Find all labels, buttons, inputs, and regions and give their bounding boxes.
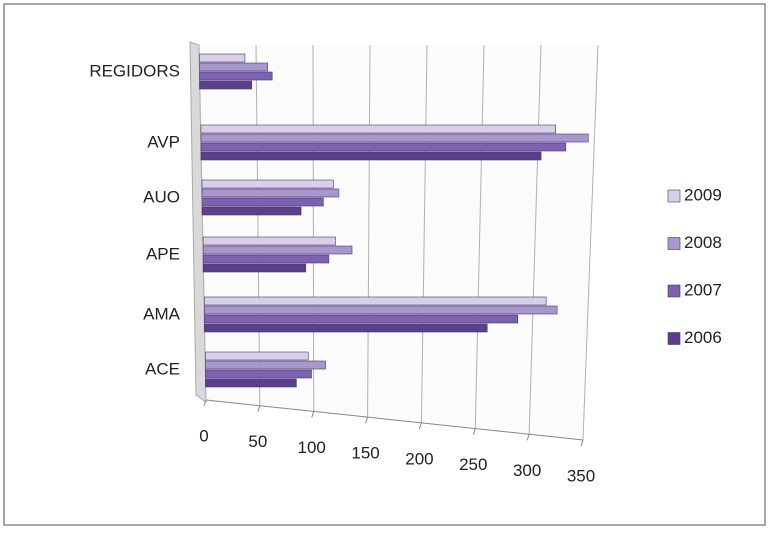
x-tick-label: 50 bbox=[248, 432, 267, 451]
legend-label: 2006 bbox=[684, 328, 722, 347]
tick-mark bbox=[580, 439, 584, 447]
bar bbox=[200, 142, 567, 152]
bar bbox=[205, 351, 309, 361]
bar bbox=[201, 206, 302, 216]
grid-line bbox=[198, 44, 207, 401]
bar bbox=[204, 323, 488, 333]
y-tick-label: REGIDORS bbox=[89, 61, 180, 80]
legend-swatch bbox=[667, 189, 681, 203]
grid-line bbox=[474, 44, 485, 429]
bar bbox=[201, 197, 324, 207]
bar bbox=[202, 263, 307, 273]
bar bbox=[199, 80, 253, 90]
x-tick-label: 0 bbox=[199, 426, 208, 445]
y-tick-label: APE bbox=[146, 244, 180, 263]
bar bbox=[201, 179, 334, 189]
bar bbox=[202, 245, 353, 255]
bar bbox=[199, 62, 268, 72]
legend-swatch bbox=[667, 284, 681, 298]
y-tick-label: ACE bbox=[145, 359, 180, 378]
legend-label: 2007 bbox=[684, 280, 722, 299]
x-tick-label: 150 bbox=[351, 444, 379, 463]
y-tick-label: AVP bbox=[147, 132, 180, 151]
x-tick-label: 100 bbox=[298, 438, 326, 457]
legend-label: 2008 bbox=[684, 233, 722, 252]
tick-mark bbox=[365, 416, 369, 424]
x-tick-label: 250 bbox=[459, 455, 487, 474]
tick-mark bbox=[526, 434, 530, 441]
bar bbox=[199, 53, 246, 63]
grid-line bbox=[420, 44, 428, 423]
bar bbox=[199, 71, 273, 81]
bar bbox=[205, 360, 326, 370]
tick-mark bbox=[257, 405, 261, 412]
tick-mark bbox=[203, 399, 207, 407]
grid-line bbox=[582, 44, 599, 441]
grid-line bbox=[528, 44, 542, 435]
legend-swatch bbox=[667, 237, 681, 250]
floor-edge bbox=[205, 399, 584, 441]
bar bbox=[202, 236, 336, 246]
bar bbox=[204, 296, 547, 306]
y-tick-label: AMA bbox=[143, 304, 181, 323]
tick-mark bbox=[418, 422, 422, 430]
legend-label: 2009 bbox=[684, 185, 722, 204]
bar bbox=[205, 369, 312, 379]
tick-mark bbox=[472, 428, 476, 435]
bar bbox=[200, 133, 589, 143]
legend-swatch bbox=[667, 332, 681, 345]
x-tick-label: 300 bbox=[513, 461, 541, 480]
bar bbox=[205, 378, 297, 388]
x-tick-label: 200 bbox=[405, 449, 433, 468]
grid-line bbox=[312, 44, 315, 412]
side-wall bbox=[189, 41, 207, 403]
bar bbox=[200, 151, 542, 161]
grid-line bbox=[367, 44, 371, 418]
grid-line bbox=[255, 44, 261, 406]
bar bbox=[204, 305, 558, 315]
y-tick-label: AUO bbox=[143, 187, 180, 206]
tick-mark bbox=[311, 411, 315, 418]
bar bbox=[201, 188, 340, 198]
bar bbox=[204, 314, 519, 324]
x-tick-label: 350 bbox=[567, 466, 595, 485]
bar bbox=[200, 124, 556, 134]
bar bbox=[202, 254, 330, 264]
